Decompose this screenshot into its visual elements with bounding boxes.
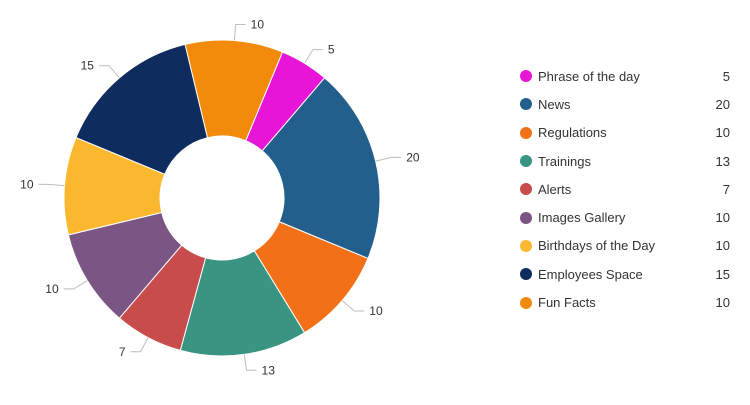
legend-color-swatch <box>520 183 532 196</box>
legend: Phrase of the day 5 News 20 Regulations 10 Tra… <box>520 62 730 317</box>
legend-label: Images Gallery <box>538 210 626 226</box>
legend-color-swatch <box>520 296 532 309</box>
legend-label: Phrase of the day <box>538 68 640 84</box>
legend-value: 10 <box>715 238 730 254</box>
legend-item[interactable]: Alerts 7 <box>520 175 730 203</box>
legend-color-swatch <box>520 98 532 111</box>
legend-value: 7 <box>722 181 730 197</box>
donut-slice-news[interactable] <box>261 77 381 260</box>
legend-color-swatch <box>520 268 532 281</box>
callout-leader-line <box>304 49 323 64</box>
callout-leader-line <box>130 337 149 353</box>
legend-color-swatch <box>520 239 532 252</box>
legend-color-swatch <box>520 70 532 83</box>
legend-label: Birthdays of the Day <box>538 238 656 254</box>
legend-label: Trainings <box>538 153 591 169</box>
data-label: 7 <box>119 345 126 359</box>
callout-leader-line <box>375 156 402 162</box>
legend-color-swatch <box>520 126 532 139</box>
legend-item[interactable]: News 20 <box>520 90 730 118</box>
legend-value: 10 <box>715 125 730 141</box>
data-label: 20 <box>406 150 420 164</box>
callout-leader-line <box>98 65 120 79</box>
legend-item[interactable]: Fun Facts 10 <box>520 288 730 316</box>
legend-item[interactable]: Trainings 13 <box>520 147 730 175</box>
callout-leader-line <box>233 24 246 41</box>
legend-label: Alerts <box>538 181 572 197</box>
donut-slice-fun-facts[interactable] <box>184 39 284 142</box>
legend-color-swatch <box>520 211 532 224</box>
data-label: 10 <box>369 304 383 318</box>
legend-item[interactable]: Images Gallery 10 <box>520 203 730 231</box>
legend-label: News <box>538 96 571 112</box>
data-label: 10 <box>20 177 34 191</box>
data-label: 10 <box>251 18 265 32</box>
callout-leader-line <box>341 300 365 312</box>
legend-label: Regulations <box>538 125 607 141</box>
legend-value: 10 <box>715 210 730 226</box>
legend-value: 15 <box>715 266 730 282</box>
data-label: 13 <box>262 363 276 377</box>
donut-slice-trainings[interactable] <box>179 250 306 357</box>
callout-leader-line <box>63 280 88 290</box>
data-label: 5 <box>328 43 335 57</box>
legend-value: 10 <box>715 295 730 311</box>
legend-item[interactable]: Phrase of the day 5 <box>520 62 730 90</box>
legend-value: 20 <box>715 96 730 112</box>
legend-value: 13 <box>715 153 730 169</box>
legend-value: 5 <box>722 68 730 84</box>
data-label: 15 <box>81 59 95 73</box>
legend-item[interactable]: Employees Space 15 <box>520 260 730 288</box>
callout-leader-line <box>38 183 65 187</box>
legend-item[interactable]: Regulations 10 <box>520 119 730 147</box>
legend-label: Fun Facts <box>538 295 596 311</box>
callout-leader-line <box>243 354 257 371</box>
donut-slice-employees-space[interactable] <box>75 43 209 175</box>
data-label: 10 <box>45 282 59 296</box>
legend-color-swatch <box>520 155 532 168</box>
legend-label: Employees Space <box>538 266 643 282</box>
legend-item[interactable]: Birthdays of the Day 10 <box>520 232 730 260</box>
